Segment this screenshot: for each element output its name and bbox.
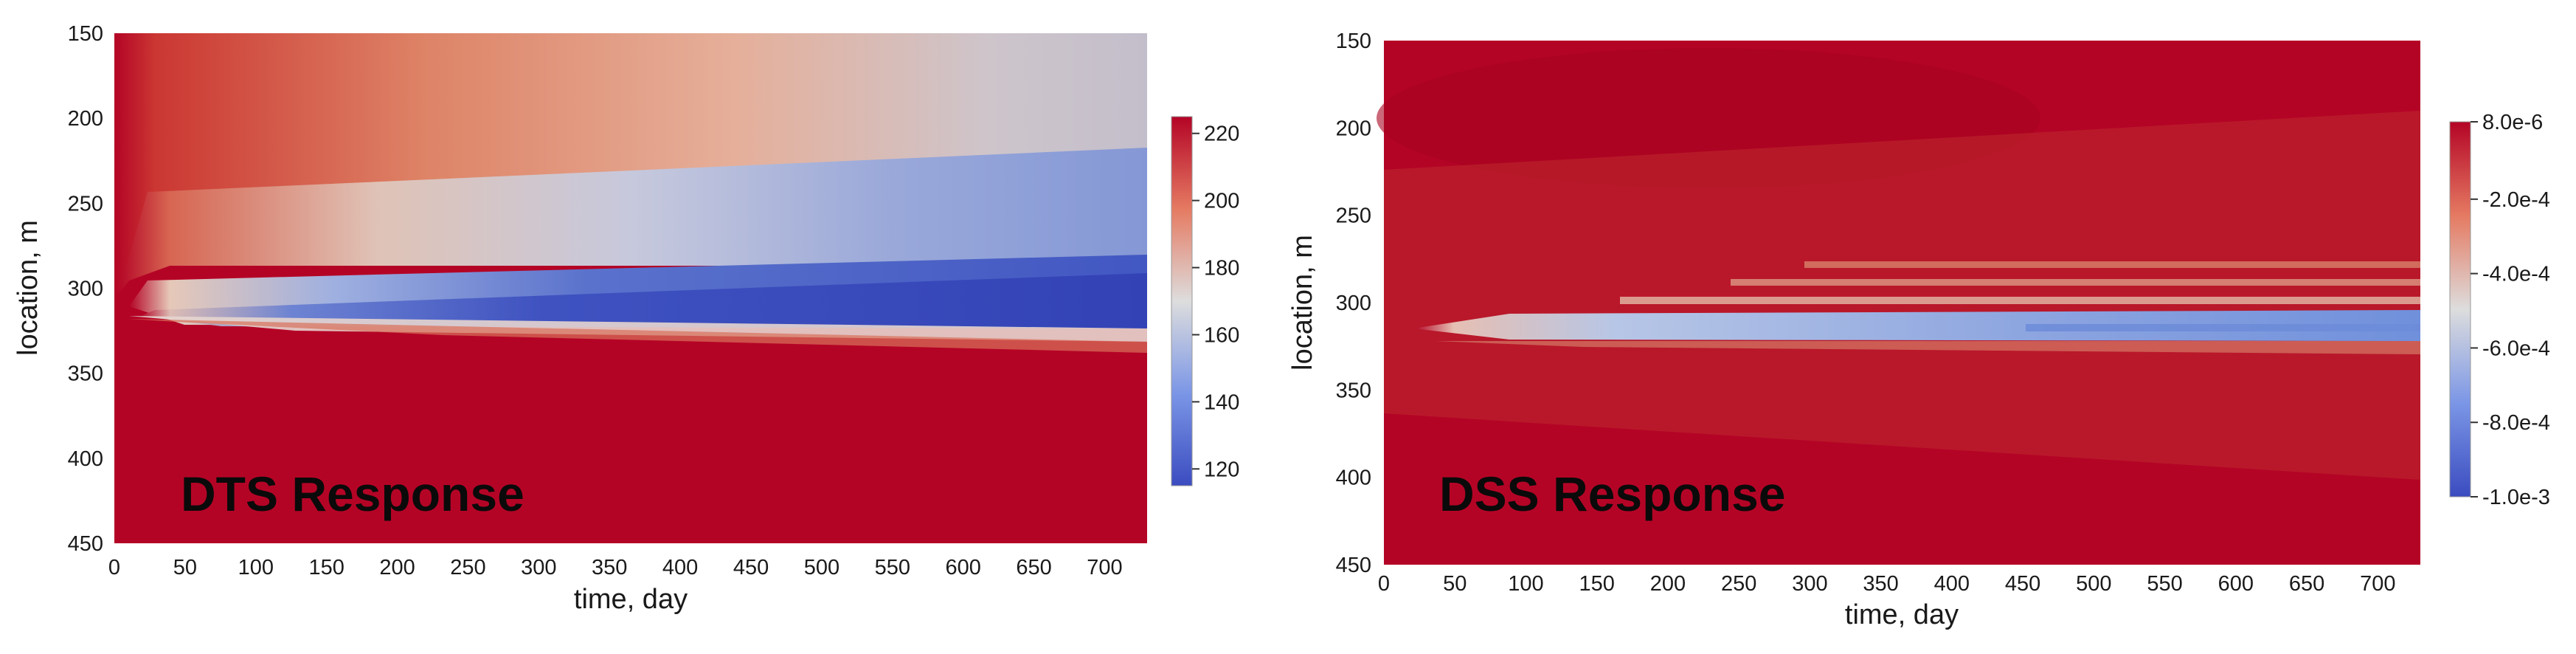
dts-x-tick-label: 150 (308, 556, 344, 579)
dts-colorbar-tick-label: 220 (1204, 123, 1239, 146)
dss-y-tick-label: 300 (1336, 292, 1371, 315)
dss-x-tick-label: 550 (2147, 572, 2182, 596)
dts-colorbar-tick-label: 160 (1204, 323, 1239, 347)
dss-overlay-label: DSS Response (1439, 467, 1785, 521)
dss-compression-band (1413, 310, 2420, 341)
dss-x-tick-label: 0 (1378, 572, 1390, 596)
dss-heatmap-chart: 0 50 100 150 200 250 300 350 400 450 500 550 600 650 7… (1288, 30, 2550, 630)
dts-y-tick-label: 350 (68, 362, 103, 386)
dts-y-tick-label: 450 (68, 532, 103, 556)
dts-x-tick-label: 450 (733, 556, 769, 579)
dts-colorbar-tick-label: 140 (1204, 390, 1239, 414)
dss-strain-layer-3 (1620, 297, 2420, 304)
dts-x-tick-label: 500 (804, 556, 839, 579)
dss-y-tick-label: 200 (1336, 117, 1371, 140)
dts-x-tick-label: 250 (450, 556, 485, 579)
dss-x-tick-label: 150 (1579, 572, 1615, 596)
dts-x-tick-label: 700 (1087, 556, 1122, 579)
dss-colorbar (2449, 121, 2471, 498)
dts-x-tick-label: 650 (1016, 556, 1051, 579)
dss-x-tick-label: 250 (1721, 572, 1756, 596)
dss-lower-fringe (1436, 341, 2420, 354)
dts-x-axis-label: time, day (574, 584, 688, 615)
dts-x-tick-label: 550 (875, 556, 910, 579)
dss-compression-core (2026, 324, 2420, 331)
dts-y-tick-label: 200 (68, 107, 103, 131)
dts-colorbar-tick-label: 120 (1204, 458, 1239, 481)
dts-y-tick-label: 150 (68, 22, 103, 46)
dts-colorbar-ticks: 220 200 180 160 140 120 (1192, 123, 1239, 481)
dss-colorbar-tick-label: -4.0e-4 (2482, 263, 2550, 286)
dss-x-tick-label: 200 (1650, 572, 1686, 596)
dts-y-tick-label: 400 (68, 447, 103, 471)
dss-colorbar-ticks: 8.0e-6 -2.0e-4 -4.0e-4 -6.0e-4 -8.0e-4 -1.0e-… (2471, 111, 2550, 509)
dss-y-axis-label: location, m (1288, 235, 1318, 371)
dss-x-tick-label: 600 (2218, 572, 2254, 596)
dss-y-tick-label: 250 (1336, 204, 1371, 228)
dss-x-axis-label: time, day (1845, 599, 1959, 630)
dts-x-tick-label: 50 (173, 556, 197, 579)
dss-colorbar-tick-label: -8.0e-4 (2482, 411, 2550, 435)
dss-x-tick-label: 50 (1443, 572, 1467, 596)
dts-x-tick-label: 350 (592, 556, 627, 579)
dts-front-edge (129, 316, 1147, 342)
dts-x-tick-label: 200 (379, 556, 415, 579)
dss-x-tick-label: 500 (2076, 572, 2111, 596)
dss-x-tick-label: 100 (1508, 572, 1543, 596)
dts-x-tick-label: 300 (521, 556, 556, 579)
dss-plot-area (1377, 41, 2420, 565)
dss-y-tick-label: 400 (1336, 467, 1371, 490)
dss-x-ticks: 0 50 100 150 200 250 300 350 400 450 500 550 600 650 7… (1378, 572, 2396, 596)
dss-response-panel: 0 50 100 150 200 250 300 350 400 450 500 550 600 650 7… (1288, 0, 2576, 654)
dts-response-panel: 0 50 100 150 200 250 300 350 400 450 500 550 600 650 7… (13, 22, 1239, 615)
dss-colorbar-tick-label: -6.0e-4 (2482, 337, 2550, 360)
dss-colorbar-tick-label: 8.0e-6 (2482, 111, 2543, 134)
dts-y-tick-label: 250 (68, 192, 103, 216)
dts-heatmap-chart: 0 50 100 150 200 250 300 350 400 450 500 550 600 650 7… (13, 22, 1239, 615)
dts-y-axis-label: location, m (13, 220, 44, 356)
dss-mid-warm-region (1384, 111, 2420, 480)
dss-x-tick-label: 400 (1934, 572, 1970, 596)
dts-colorbar (1171, 116, 1193, 486)
dss-x-tick-label: 450 (2005, 572, 2040, 596)
dts-mid-cooling-region (118, 148, 1147, 295)
dts-y-ticks: 150 200 250 300 350 400 450 (68, 22, 103, 556)
dss-y-ticks: 150 200 250 300 350 400 450 (1336, 30, 1371, 577)
dts-x-tick-label: 600 (945, 556, 980, 579)
dss-x-tick-label: 350 (1863, 572, 1898, 596)
dts-x-tick-label: 100 (238, 556, 274, 579)
dts-y-tick-label: 300 (68, 278, 103, 301)
dts-colorbar-tick-label: 200 (1204, 190, 1239, 213)
dts-colorbar-tick-label: 180 (1204, 257, 1239, 280)
dss-strain-layer-1 (1804, 261, 2420, 268)
dts-plot-area (114, 33, 1147, 543)
dss-strain-layer-2 (1731, 279, 2420, 286)
dss-colorbar-tick-label: -2.0e-4 (2482, 188, 2550, 212)
dss-colorbar-tick-label: -1.0e-3 (2482, 486, 2550, 509)
dts-x-ticks: 0 50 100 150 200 250 300 350 400 450 500 550 600 650 7… (108, 556, 1123, 579)
dts-x-tick-label: 400 (662, 556, 698, 579)
dss-x-tick-label: 700 (2360, 572, 2395, 596)
dss-y-tick-label: 350 (1336, 379, 1371, 402)
dts-front-fringe (129, 319, 1147, 353)
dts-cooling-core (140, 273, 1147, 328)
dss-y-tick-label: 150 (1336, 30, 1371, 53)
dss-y-tick-label: 450 (1336, 554, 1371, 577)
dts-x-tick-label: 0 (108, 556, 120, 579)
dss-x-tick-label: 650 (2289, 572, 2324, 596)
dss-x-tick-label: 300 (1792, 572, 1827, 596)
dts-overlay-label: DTS Response (181, 467, 524, 521)
